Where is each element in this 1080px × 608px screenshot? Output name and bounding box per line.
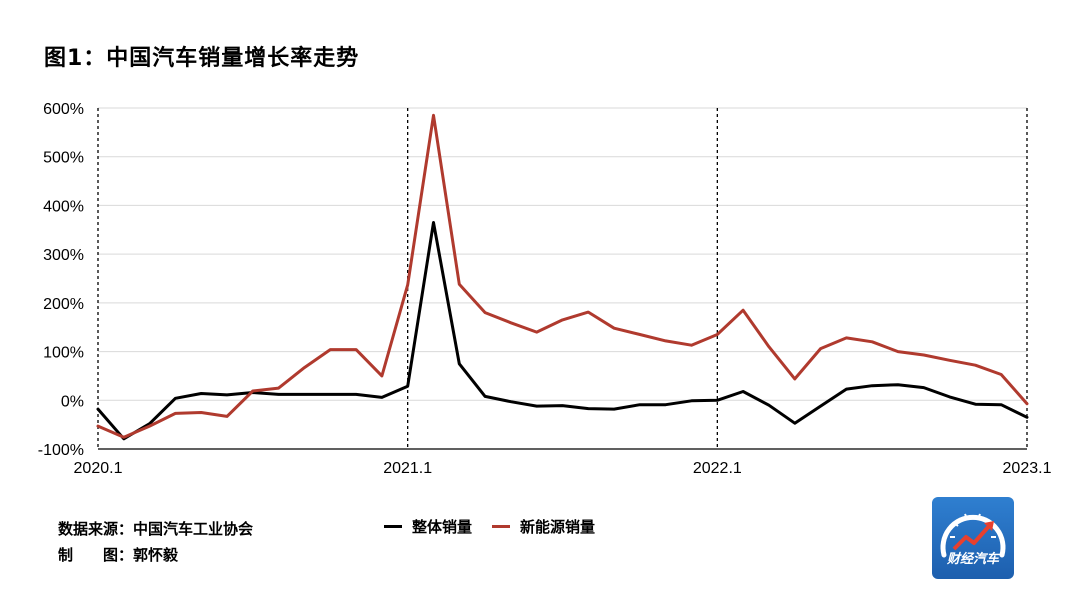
legend-swatch-nev	[492, 525, 511, 528]
source-label: 数据来源：	[58, 520, 134, 538]
chart-title: 图1：中国汽车销量增长率走势	[44, 46, 360, 71]
logo-text: 财经汽车	[946, 551, 1001, 567]
y-tick-label: -100%	[38, 442, 84, 459]
y-tick-label: 600%	[43, 101, 84, 118]
x-tick-label: 2020.1	[74, 460, 123, 477]
series-lines	[96, 113, 1029, 441]
x-tick-labels: 2020.1 2021.1 2022.1 2023.1	[74, 460, 1052, 477]
legend-label-nev: 新能源销量	[520, 518, 596, 536]
author-value: 郭怀毅	[133, 546, 179, 564]
y-tick-label: 500%	[43, 150, 84, 167]
x-tick-label: 2021.1	[383, 460, 432, 477]
legend-label-overall: 整体销量	[412, 518, 473, 536]
legend-swatch-overall	[384, 525, 402, 528]
y-tick-label: 0%	[61, 393, 84, 410]
footer-notes: 数据来源： 中国汽车工业协会 制 图： 郭怀毅	[58, 516, 253, 568]
y-tick-label: 400%	[43, 198, 84, 215]
legend-item-overall: 整体销量	[384, 516, 472, 537]
series-line-nev	[96, 113, 1029, 439]
source-line: 数据来源： 中国汽车工业协会	[58, 516, 253, 542]
source-value: 中国汽车工业协会	[133, 520, 254, 538]
legend-item-nev: 新能源销量	[492, 516, 595, 537]
author-line: 制 图： 郭怀毅	[58, 542, 253, 568]
x-tick-label: 2023.1	[1003, 460, 1052, 477]
year-dividers	[97, 108, 1028, 449]
grid-lines	[98, 107, 1027, 450]
y-tick-label: 200%	[43, 296, 84, 313]
y-tick-label: 300%	[43, 247, 84, 264]
legend: 整体销量 新能源销量	[384, 516, 595, 537]
y-tick-labels: -100% 0% 100% 200% 300% 400% 500% 600%	[38, 101, 84, 459]
speedometer-logo-icon: 财经汽车	[932, 497, 1014, 579]
y-tick-label: 100%	[43, 345, 84, 362]
author-label: 制 图：	[58, 546, 134, 564]
x-tick-label: 2022.1	[693, 460, 742, 477]
